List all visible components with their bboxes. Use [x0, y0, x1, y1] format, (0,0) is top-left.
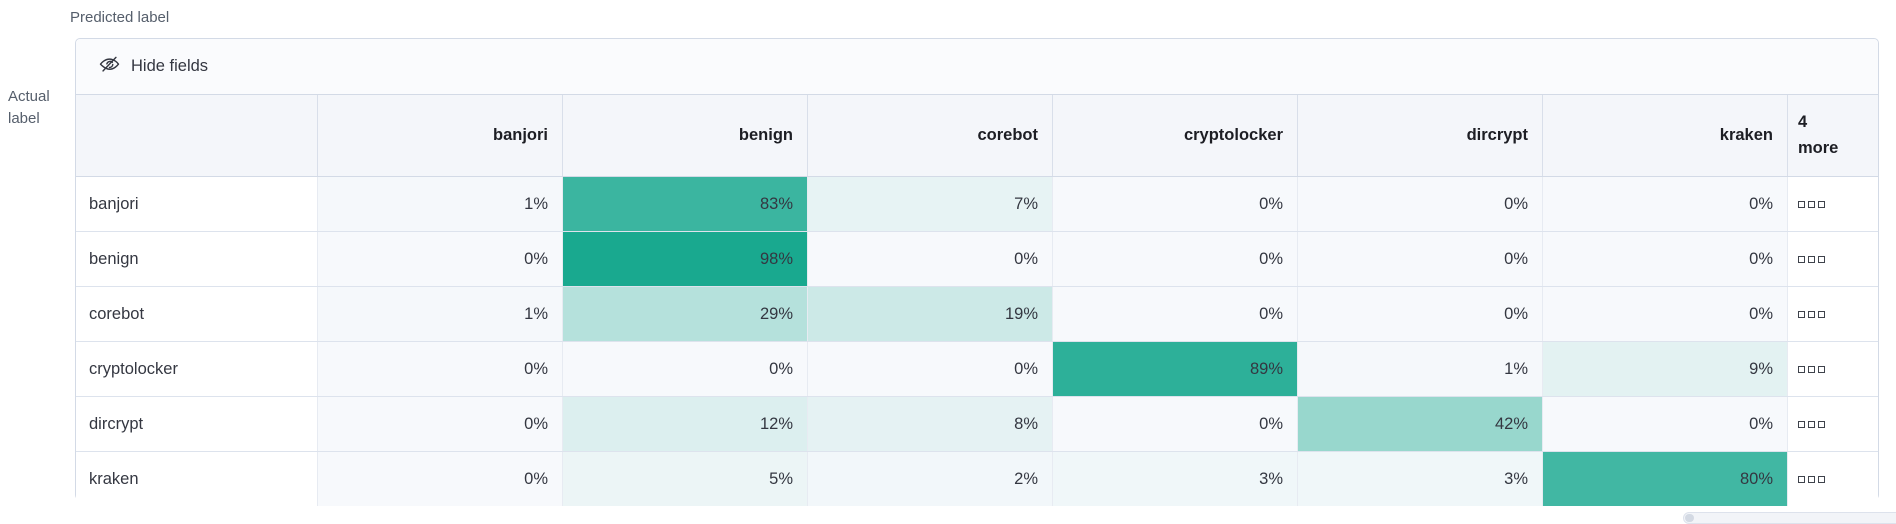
row-label: kraken	[76, 452, 318, 506]
matrix-cell-dircrypt-kraken: 0%	[1543, 397, 1788, 451]
column-header-row: banjori benign corebot cryptolocker dircrypt…	[76, 95, 1878, 177]
matrix-cell-benign-corebot: 0%	[808, 232, 1053, 286]
matrix-cell-cryptolocker-cryptolocker: 89%	[1053, 342, 1298, 396]
matrix-cell-cryptolocker-benign: 0%	[563, 342, 808, 396]
eye-closed-icon	[99, 54, 120, 80]
matrix-cell-banjori-banjori: 1%	[318, 177, 563, 231]
matrix-row-corebot: corebot 1% 29% 19% 0% 0% 0%	[76, 287, 1878, 342]
column-header-banjori[interactable]: banjori	[318, 95, 563, 176]
confusion-matrix-panel: Hide fields banjori benign corebot cryptolo…	[75, 38, 1879, 506]
scrollbar-thumb[interactable]	[1685, 514, 1694, 522]
hide-fields-button[interactable]: Hide fields	[99, 54, 208, 80]
matrix-cell-corebot-kraken: 0%	[1543, 287, 1788, 341]
column-header-kraken[interactable]: kraken	[1543, 95, 1788, 176]
matrix-cell-benign-banjori: 0%	[318, 232, 563, 286]
matrix-cell-kraken-corebot: 2%	[808, 452, 1053, 506]
matrix-body: banjori 1% 83% 7% 0% 0% 0% benign 0% 98% 0% 0% 0% 0% c…	[76, 177, 1878, 506]
row-label: cryptolocker	[76, 342, 318, 396]
row-label: corebot	[76, 287, 318, 341]
matrix-cell-benign-cryptolocker: 0%	[1053, 232, 1298, 286]
matrix-cell-banjori-corebot: 7%	[808, 177, 1053, 231]
matrix-cell-benign-dircrypt: 0%	[1298, 232, 1543, 286]
matrix-cell-cryptolocker-banjori: 0%	[318, 342, 563, 396]
matrix-cell-banjori-kraken: 0%	[1543, 177, 1788, 231]
matrix-cell-banjori-dircrypt: 0%	[1298, 177, 1543, 231]
matrix-cell-dircrypt-corebot: 8%	[808, 397, 1053, 451]
boxes-horizontal-icon[interactable]	[1798, 420, 1825, 428]
matrix-cell-dircrypt-banjori: 0%	[318, 397, 563, 451]
grid-toolbar: Hide fields	[76, 39, 1878, 95]
actual-axis-label: Actual label	[8, 88, 50, 127]
hide-fields-label: Hide fields	[131, 57, 209, 75]
row-label: dircrypt	[76, 397, 318, 451]
row-more-cell	[1788, 452, 1878, 506]
column-header-dircrypt[interactable]: dircrypt	[1298, 95, 1543, 176]
row-more-cell	[1788, 342, 1878, 396]
row-more-cell	[1788, 177, 1878, 231]
boxes-horizontal-icon[interactable]	[1798, 200, 1825, 208]
boxes-horizontal-icon[interactable]	[1798, 310, 1825, 318]
matrix-row-benign: benign 0% 98% 0% 0% 0% 0%	[76, 232, 1878, 287]
matrix-cell-dircrypt-benign: 12%	[563, 397, 808, 451]
matrix-cell-corebot-banjori: 1%	[318, 287, 563, 341]
matrix-cell-cryptolocker-kraken: 9%	[1543, 342, 1788, 396]
matrix-cell-corebot-benign: 29%	[563, 287, 808, 341]
row-label: benign	[76, 232, 318, 286]
matrix-cell-cryptolocker-dircrypt: 1%	[1298, 342, 1543, 396]
matrix-cell-kraken-dircrypt: 3%	[1298, 452, 1543, 506]
column-header-benign[interactable]: benign	[563, 95, 808, 176]
matrix-cell-kraken-benign: 5%	[563, 452, 808, 506]
row-more-cell	[1788, 232, 1878, 286]
matrix-row-banjori: banjori 1% 83% 7% 0% 0% 0%	[76, 177, 1878, 232]
row-label: banjori	[76, 177, 318, 231]
matrix-cell-kraken-cryptolocker: 3%	[1053, 452, 1298, 506]
matrix-cell-dircrypt-dircrypt: 42%	[1298, 397, 1543, 451]
boxes-horizontal-icon[interactable]	[1798, 365, 1825, 373]
matrix-row-kraken: kraken 0% 5% 2% 3% 3% 80%	[76, 452, 1878, 506]
header-corner-cell	[76, 95, 318, 176]
matrix-cell-kraken-kraken: 80%	[1543, 452, 1788, 506]
matrix-cell-benign-kraken: 0%	[1543, 232, 1788, 286]
matrix-cell-benign-benign: 98%	[563, 232, 808, 286]
matrix-cell-corebot-cryptolocker: 0%	[1053, 287, 1298, 341]
matrix-cell-corebot-dircrypt: 0%	[1298, 287, 1543, 341]
predicted-axis-label: Predicted label	[70, 9, 170, 26]
horizontal-scrollbar[interactable]	[1683, 512, 1896, 524]
row-more-cell	[1788, 287, 1878, 341]
row-more-cell	[1788, 397, 1878, 451]
boxes-horizontal-icon[interactable]	[1798, 255, 1825, 263]
boxes-horizontal-icon[interactable]	[1798, 475, 1825, 483]
matrix-cell-cryptolocker-corebot: 0%	[808, 342, 1053, 396]
matrix-cell-kraken-banjori: 0%	[318, 452, 563, 506]
column-header-more[interactable]: 4 more	[1788, 95, 1878, 176]
matrix-cell-banjori-cryptolocker: 0%	[1053, 177, 1298, 231]
matrix-cell-banjori-benign: 83%	[563, 177, 808, 231]
column-header-corebot[interactable]: corebot	[808, 95, 1053, 176]
matrix-cell-dircrypt-cryptolocker: 0%	[1053, 397, 1298, 451]
matrix-row-dircrypt: dircrypt 0% 12% 8% 0% 42% 0%	[76, 397, 1878, 452]
matrix-row-cryptolocker: cryptolocker 0% 0% 0% 89% 1% 9%	[76, 342, 1878, 397]
matrix-cell-corebot-corebot: 19%	[808, 287, 1053, 341]
column-header-cryptolocker[interactable]: cryptolocker	[1053, 95, 1298, 176]
